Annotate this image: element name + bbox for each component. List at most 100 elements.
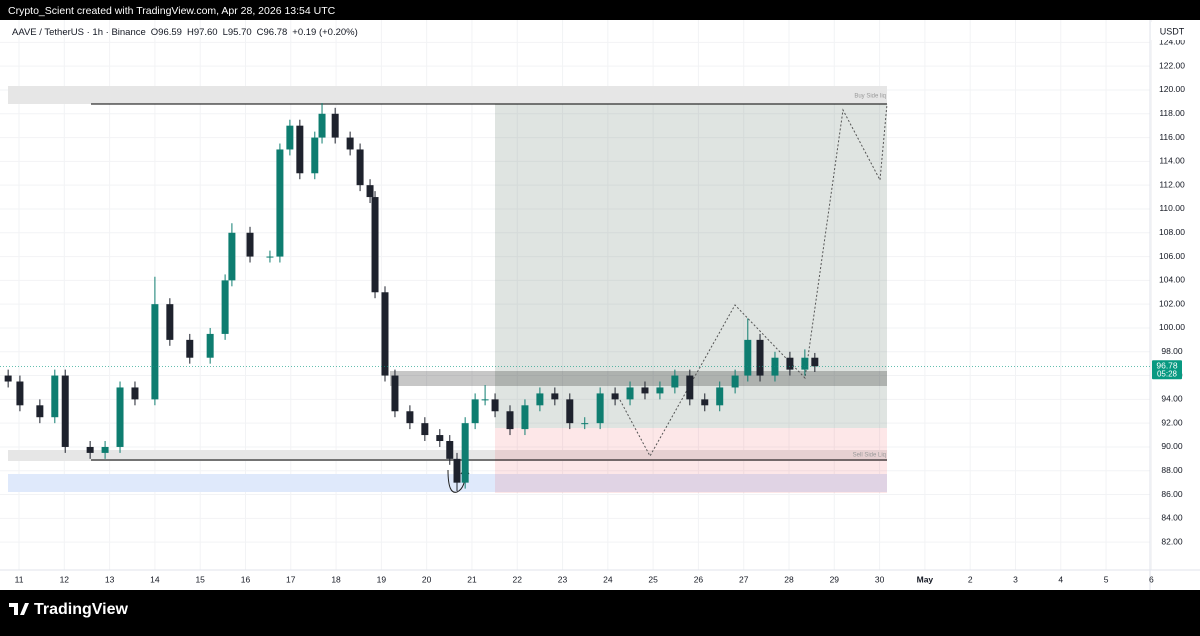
x-tick-label: 16 (241, 574, 251, 584)
low: L95.70 (223, 27, 252, 38)
candle-body (311, 137, 319, 174)
annotation: Sell Side Liq (853, 453, 886, 459)
y-tick-label: 122.00 (1159, 60, 1185, 70)
x-tick-label: May (917, 574, 934, 584)
open: O96.59 (151, 27, 182, 38)
candle-body (686, 375, 694, 400)
x-tick-label: 11 (15, 574, 24, 584)
candle-body (581, 423, 589, 425)
candle-body (656, 387, 664, 394)
candle-body (296, 125, 304, 174)
last-price-box (1152, 360, 1182, 380)
candle-body (421, 423, 429, 436)
x-tick-label: 2 (968, 574, 973, 584)
candle-body (61, 375, 69, 447)
candle-body (786, 357, 794, 370)
candle-body (596, 393, 604, 424)
x-tick-label: 5 (1104, 574, 1109, 584)
x-tick-label: 29 (830, 574, 840, 584)
candle-body (228, 232, 236, 281)
y-tick-label: 88.00 (1161, 465, 1183, 475)
candle-body (801, 357, 809, 370)
y-tick-label: 116.00 (1159, 132, 1185, 142)
zone (8, 474, 887, 492)
candle-body (86, 446, 94, 453)
x-tick-label: 26 (694, 574, 704, 584)
y-tick-label: 102.00 (1159, 298, 1185, 308)
candle-body (116, 387, 124, 447)
candle-body (771, 357, 779, 376)
last-price-label: 96.78 (1156, 361, 1178, 371)
y-tick-label: 84.00 (1161, 513, 1183, 523)
symbol-name: AAVE / TetherUS · 1h · Binance (12, 27, 146, 38)
x-tick-label: 27 (739, 574, 749, 584)
position-target (495, 104, 887, 428)
y-tick-label: 98.00 (1161, 346, 1183, 356)
logo-text: TradingView (34, 601, 129, 618)
candle-body (346, 137, 354, 150)
axes: 82.0084.0086.0088.0090.0092.0094.0096.00… (15, 37, 1186, 585)
y-tick-label: 94.00 (1161, 394, 1183, 404)
y-tick-label: 82.00 (1161, 536, 1183, 546)
x-tick-label: 3 (1013, 574, 1018, 584)
candle-body (36, 405, 44, 418)
x-tick-label: 28 (784, 574, 794, 584)
logo-icon (9, 603, 29, 615)
candle-body (744, 339, 752, 376)
candle-body (461, 423, 469, 483)
candle-body (731, 375, 739, 388)
symbol: AAVE / TetherUS · 1h · Binance O96.59 H97.… (12, 27, 358, 38)
candle-body (246, 232, 254, 257)
x-tick-label: 14 (150, 574, 160, 584)
candle-body (206, 333, 214, 358)
y-tick-label: 92.00 (1161, 417, 1183, 427)
y-tick-label: 124.00 (1159, 37, 1185, 47)
x-tick-label: 22 (513, 574, 523, 584)
y-tick-label: 110.00 (1159, 203, 1185, 213)
candle-body (131, 387, 139, 400)
countdown: 05:28 (1157, 369, 1178, 378)
y-tick-label: 118.00 (1159, 108, 1185, 118)
x-tick-label: 13 (105, 574, 115, 584)
candle-body (151, 304, 159, 400)
candle-body (51, 375, 59, 418)
candle-body (186, 339, 194, 358)
x-tick-label: 15 (195, 574, 205, 584)
y-tick-label: 112.00 (1159, 179, 1185, 189)
currency-box (1151, 22, 1199, 40)
zone (8, 86, 887, 104)
candle-body (101, 446, 109, 453)
x-tick-label: 12 (60, 574, 70, 584)
candle-body (381, 292, 389, 376)
candle-body (16, 381, 24, 406)
candle-body (536, 393, 544, 406)
candle-body (716, 387, 724, 406)
x-tick-label: 18 (331, 574, 341, 584)
y-tick-label: 100.00 (1159, 322, 1185, 332)
header-text: Crypto_Scient created with TradingView.c… (8, 5, 336, 17)
candle-body (366, 185, 374, 198)
candle-body (266, 256, 274, 258)
candle-body (481, 399, 489, 401)
candle-body (4, 375, 12, 382)
x-tick-label: 24 (603, 574, 613, 584)
candle-body (811, 357, 819, 367)
candle-body (566, 399, 574, 424)
annotation: Buy Side liq (854, 94, 886, 100)
currency: USDT (1160, 26, 1185, 36)
candle-body (286, 125, 294, 150)
candle-body (391, 375, 399, 412)
candle-body (446, 441, 454, 459)
x-tick-label: 19 (377, 574, 387, 584)
candle-body (221, 280, 229, 334)
y-tick-label: 108.00 (1159, 227, 1185, 237)
candle-body (641, 387, 649, 394)
candle-body (453, 458, 461, 483)
high: H97.60 (187, 27, 218, 38)
change: +0.19 (+0.20%) (292, 27, 358, 38)
x-tick-label: 25 (648, 574, 658, 584)
x-tick-label: 4 (1058, 574, 1063, 584)
x-tick-label: 30 (875, 574, 885, 584)
